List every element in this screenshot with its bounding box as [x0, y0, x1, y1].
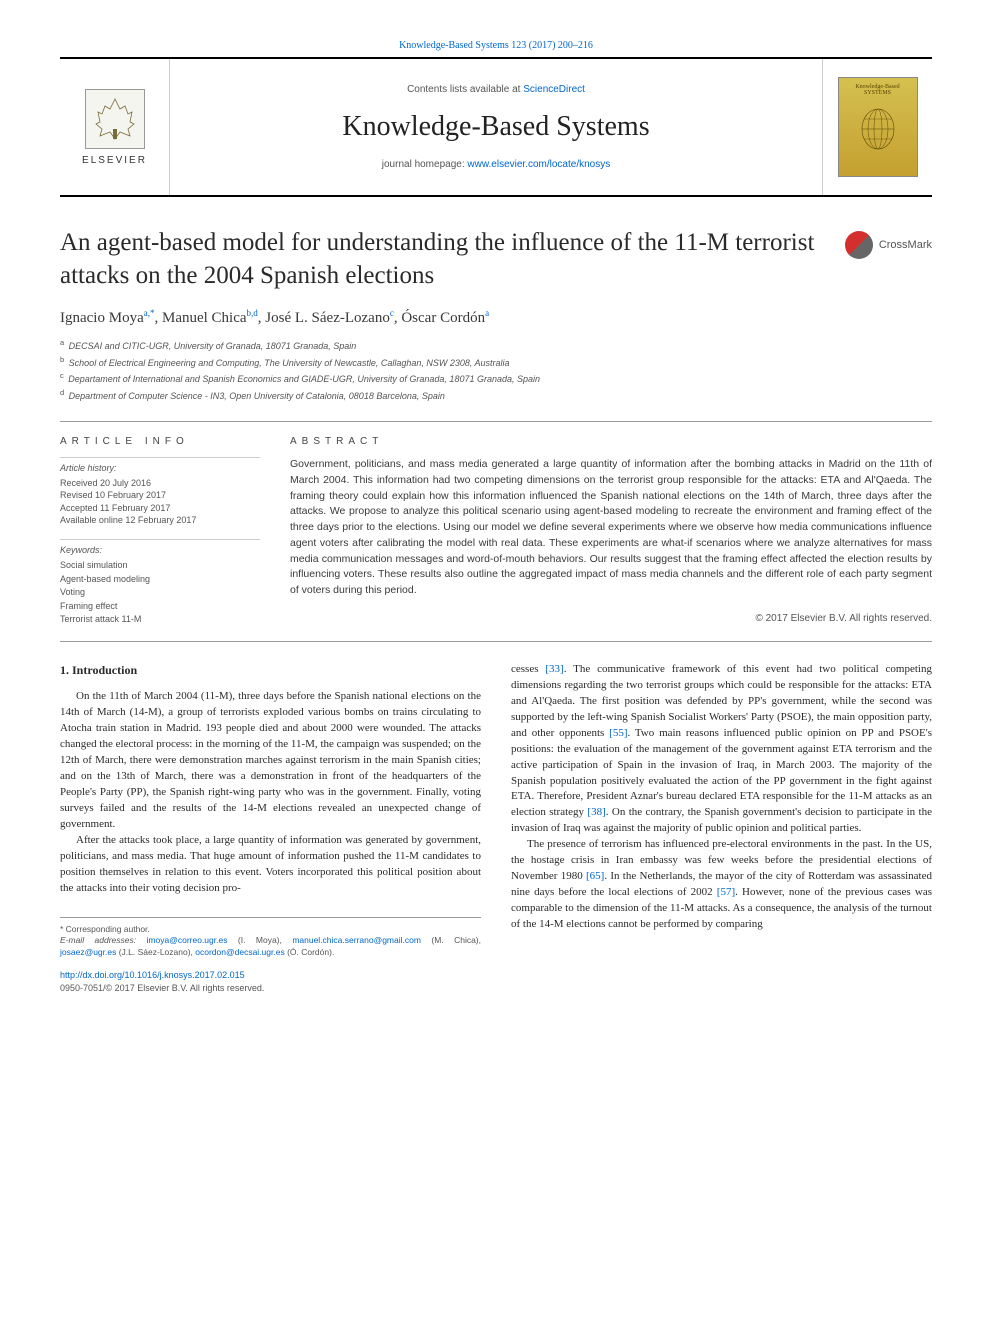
history-line: Revised 10 February 2017 — [60, 489, 260, 502]
issn-copyright: 0950-7051/© 2017 Elsevier B.V. All right… — [60, 983, 264, 993]
article-info-col: ARTICLE INFO Article history: Received 2… — [60, 436, 260, 627]
article-history-block: Article history: Received 20 July 2016Re… — [60, 457, 260, 527]
article-title: An agent-based model for understanding t… — [60, 227, 825, 292]
citation-ref[interactable]: [57] — [717, 886, 735, 898]
elsevier-tree-icon — [85, 89, 145, 149]
keyword-line: Social simulation — [60, 559, 260, 573]
abstract-text: Government, politicians, and mass media … — [290, 457, 932, 599]
divider-top — [60, 421, 932, 422]
homepage-prefix: journal homepage: — [382, 159, 468, 170]
abstract-copyright: © 2017 Elsevier B.V. All rights reserved… — [290, 613, 932, 624]
body-p3: cesses [33]. The communicative framework… — [511, 662, 932, 837]
homepage-line: journal homepage: www.elsevier.com/locat… — [382, 159, 610, 170]
email-link[interactable]: josaez@ugr.es — [60, 947, 116, 957]
crossmark-icon — [845, 231, 873, 259]
corresponding-note: * Corresponding author. — [60, 924, 481, 936]
banner-center: Contents lists available at ScienceDirec… — [170, 59, 822, 195]
section-1-heading: 1. Introduction — [60, 662, 481, 679]
keyword-line: Terrorist attack 11-M — [60, 613, 260, 627]
article-info-heading: ARTICLE INFO — [60, 436, 260, 447]
contents-prefix: Contents lists available at — [407, 84, 523, 95]
abstract-heading: ABSTRACT — [290, 436, 932, 447]
body-p4: The presence of terrorism has influenced… — [511, 837, 932, 933]
abstract-col: ABSTRACT Government, politicians, and ma… — [290, 436, 932, 627]
doi-block: http://dx.doi.org/10.1016/j.knosys.2017.… — [60, 969, 481, 995]
history-line: Available online 12 February 2017 — [60, 514, 260, 527]
homepage-link[interactable]: www.elsevier.com/locate/knosys — [467, 159, 610, 170]
citation-ref[interactable]: [65] — [586, 870, 604, 882]
title-row: An agent-based model for understanding t… — [60, 227, 932, 292]
history-line: Received 20 July 2016 — [60, 477, 260, 490]
journal-cover-block: Knowledge-Based SYSTEMS — [822, 59, 932, 195]
affiliation-line: c Departament of International and Spani… — [60, 370, 932, 387]
keyword-line: Framing effect — [60, 600, 260, 614]
authors-line: Ignacio Moyaa,*, Manuel Chicab,d, José L… — [60, 308, 932, 327]
publisher-label: ELSEVIER — [82, 155, 147, 166]
body-col-right: cesses [33]. The communicative framework… — [511, 662, 932, 995]
keyword-line: Agent-based modeling — [60, 573, 260, 587]
divider-bottom — [60, 641, 932, 642]
crossmark-badge[interactable]: CrossMark — [845, 231, 932, 259]
body-columns: 1. Introduction On the 11th of March 200… — [60, 662, 932, 995]
affiliations-block: a DECSAI and CITIC-UGR, University of Gr… — [60, 337, 932, 403]
affiliation-line: a DECSAI and CITIC-UGR, University of Gr… — [60, 337, 932, 354]
email-link[interactable]: ocordon@decsai.ugr.es — [195, 947, 284, 957]
info-abstract-row: ARTICLE INFO Article history: Received 2… — [60, 436, 932, 627]
emails-label: E-mail addresses: — [60, 935, 147, 945]
citation-ref[interactable]: [55] — [609, 727, 627, 739]
crossmark-label: CrossMark — [879, 239, 932, 251]
affiliation-line: d Department of Computer Science - IN3, … — [60, 387, 932, 404]
doi-link[interactable]: http://dx.doi.org/10.1016/j.knosys.2017.… — [60, 970, 245, 980]
paper-page: Knowledge-Based Systems 123 (2017) 200–2… — [0, 0, 992, 1035]
footnotes-block: * Corresponding author. E-mail addresses… — [60, 917, 481, 960]
keyword-line: Voting — [60, 586, 260, 600]
email-link[interactable]: manuel.chica.serrano@gmail.com — [292, 935, 421, 945]
cover-text: Knowledge-Based SYSTEMS — [843, 84, 913, 96]
keywords-label: Keywords: — [60, 539, 260, 558]
journal-cover-icon: Knowledge-Based SYSTEMS — [838, 77, 918, 177]
keywords-block: Keywords: Social simulationAgent-based m… — [60, 539, 260, 627]
emails-line: E-mail addresses: imoya@correo.ugr.es (I… — [60, 935, 481, 959]
publisher-block: ELSEVIER — [60, 59, 170, 195]
history-line: Accepted 11 February 2017 — [60, 502, 260, 515]
contents-line: Contents lists available at ScienceDirec… — [407, 84, 585, 95]
citation-line: Knowledge-Based Systems 123 (2017) 200–2… — [60, 40, 932, 51]
email-link[interactable]: imoya@correo.ugr.es — [147, 935, 228, 945]
citation-ref[interactable]: [33] — [545, 663, 563, 675]
journal-name: Knowledge-Based Systems — [342, 111, 649, 143]
sciencedirect-link[interactable]: ScienceDirect — [523, 84, 585, 95]
body-p1: On the 11th of March 2004 (11-M), three … — [60, 689, 481, 832]
citation-ref[interactable]: [38] — [587, 806, 605, 818]
body-col-left: 1. Introduction On the 11th of March 200… — [60, 662, 481, 995]
journal-banner: ELSEVIER Contents lists available at Sci… — [60, 57, 932, 197]
affiliation-line: b School of Electrical Engineering and C… — [60, 354, 932, 371]
history-label: Article history: — [60, 457, 260, 475]
body-p2: After the attacks took place, a large qu… — [60, 833, 481, 897]
